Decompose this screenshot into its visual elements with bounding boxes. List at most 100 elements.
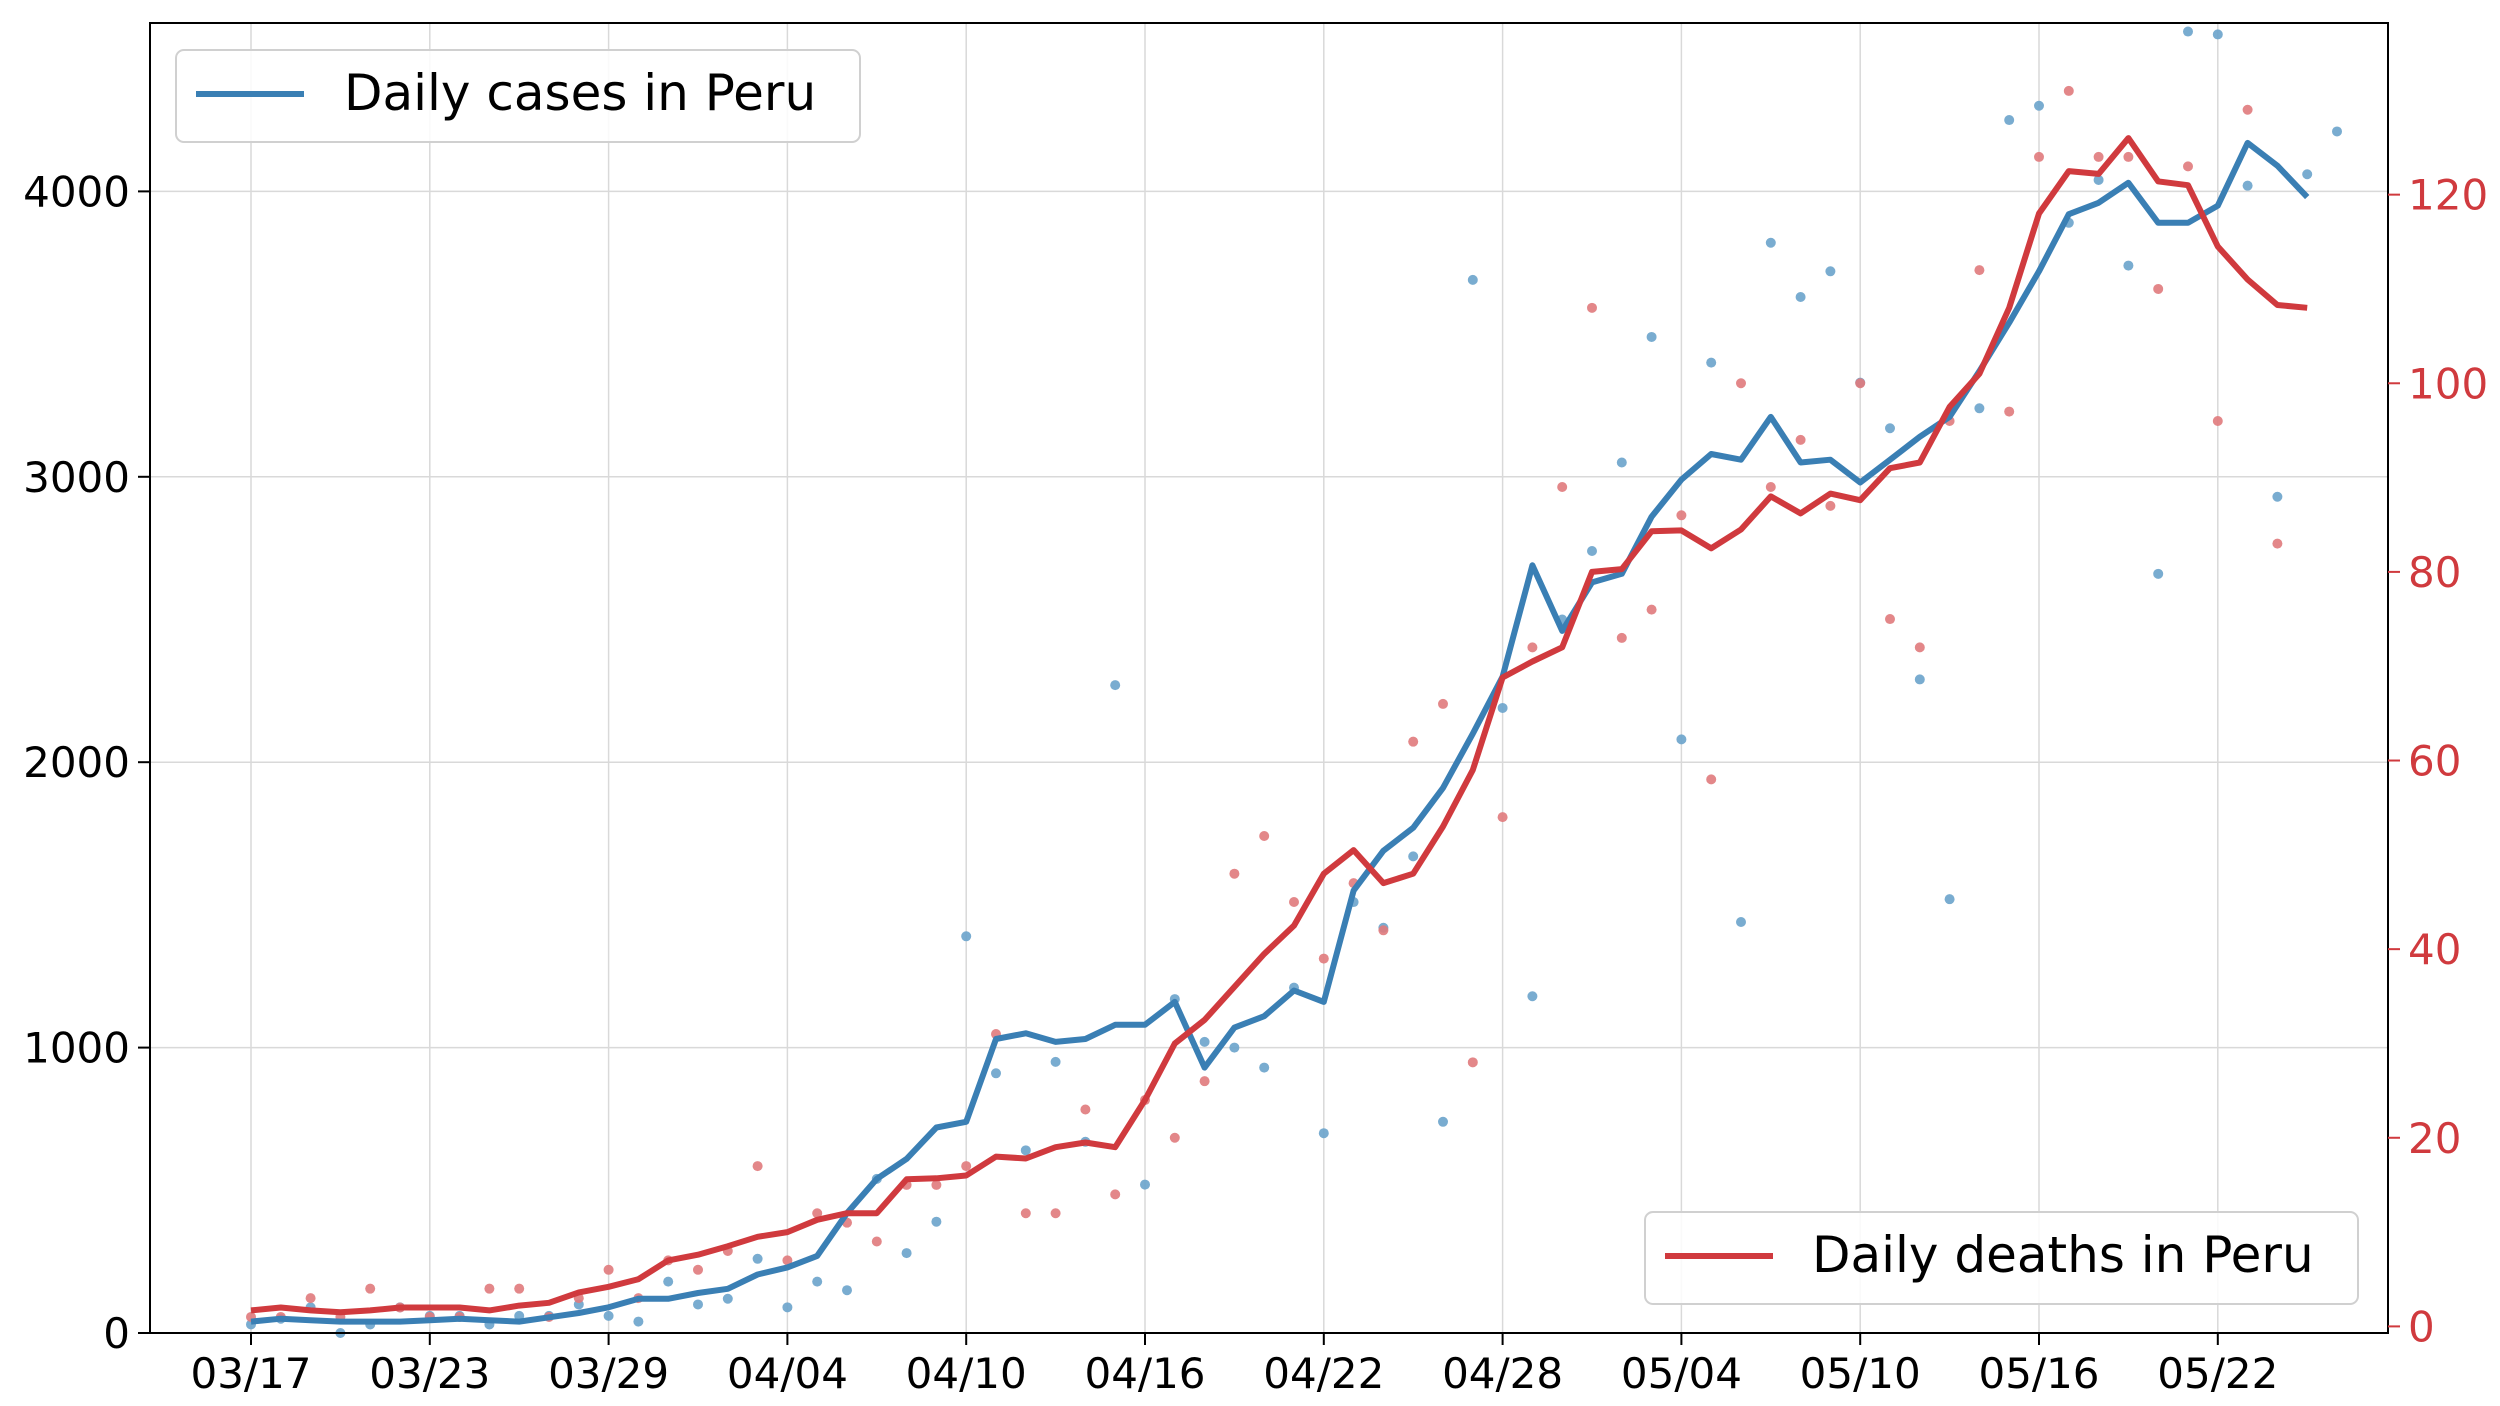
death-point	[484, 1283, 495, 1294]
y-right-tick-label: 80	[2408, 548, 2461, 597]
death-point	[1855, 378, 1866, 389]
x-tick-label: 04/04	[727, 1349, 848, 1398]
death-point	[1497, 812, 1508, 823]
death-point	[1050, 1208, 1061, 1219]
case-point	[1497, 702, 1508, 713]
case-point	[2034, 100, 2044, 111]
death-point	[1259, 830, 1270, 841]
death-point	[1736, 378, 1746, 389]
case-point	[2242, 180, 2253, 191]
death-point	[752, 1161, 763, 1172]
case-point	[1974, 403, 1985, 414]
death-point	[1199, 1076, 1210, 1087]
case-point	[1706, 357, 1717, 368]
death-point	[2212, 415, 2223, 426]
death-point	[365, 1283, 376, 1294]
case-point	[1944, 894, 1955, 905]
death-point	[812, 1208, 823, 1219]
death-point	[1378, 925, 1389, 936]
x-tick-label: 05/16	[1978, 1349, 2099, 1398]
case-point	[782, 1302, 793, 1313]
death-point	[1706, 774, 1717, 785]
y-right-tick-label: 120	[2408, 171, 2488, 220]
case-point	[2332, 126, 2342, 137]
death-point	[1408, 736, 1419, 747]
case-point	[752, 1253, 763, 1264]
death-point	[1676, 510, 1687, 521]
death-point	[2034, 151, 2044, 162]
death-point	[931, 1179, 942, 1190]
case-point	[2093, 174, 2104, 185]
x-tick-label: 04/22	[1263, 1349, 1384, 1398]
case-point	[1616, 457, 1627, 468]
case-point	[1467, 274, 1478, 285]
case-point	[991, 1068, 1001, 1079]
death-point	[2093, 151, 2104, 162]
case-point	[1318, 1128, 1329, 1139]
x-tick-label: 05/22	[2157, 1349, 2278, 1398]
case-point	[1646, 331, 1657, 342]
x-tick-label: 05/10	[1800, 1349, 1921, 1398]
case-point	[1229, 1042, 1240, 1053]
case-point	[693, 1299, 703, 1310]
death-point	[1110, 1189, 1121, 1200]
x-tick-label: 05/04	[1621, 1349, 1742, 1398]
death-point	[1616, 632, 1627, 643]
death-point	[1914, 642, 1925, 653]
legend-cases-box	[175, 49, 861, 143]
death-point	[1318, 953, 1329, 964]
x-axis: 03/17 03/23 03/29 04/04 04/10 04/16 04/22 04/28…	[190, 1333, 2278, 1398]
case-point	[931, 1216, 942, 1227]
death-point	[603, 1264, 614, 1275]
deaths-line	[250, 135, 2308, 1316]
death-point	[782, 1255, 793, 1266]
case-point	[1438, 1116, 1448, 1127]
death-point	[1527, 642, 1538, 653]
death-point	[2153, 283, 2164, 294]
death-point	[1825, 500, 1836, 511]
death-point	[1169, 1132, 1180, 1143]
death-point	[1587, 302, 1597, 313]
case-point	[1140, 1179, 1150, 1190]
y-right-tick-label: 0	[2408, 1302, 2435, 1351]
death-point	[1020, 1208, 1031, 1219]
death-point	[1885, 614, 1895, 625]
case-point	[2183, 26, 2193, 37]
case-point	[2302, 169, 2313, 180]
case-point	[961, 931, 972, 942]
death-point	[1646, 604, 1657, 615]
y-left-tick-label: 3000	[23, 453, 130, 502]
case-point	[1914, 674, 1925, 685]
x-tick-label: 03/29	[548, 1349, 669, 1398]
x-tick-label: 04/10	[906, 1349, 1027, 1398]
x-tick-label: 04/16	[1084, 1349, 1205, 1398]
death-point	[961, 1161, 972, 1172]
death-point	[2183, 161, 2193, 172]
case-point	[901, 1248, 912, 1259]
case-point	[1736, 917, 1746, 928]
death-point	[1765, 482, 1776, 493]
death-point	[1229, 868, 1240, 879]
case-point	[1527, 991, 1538, 1002]
legend-cases-label: Daily cases in Peru	[344, 64, 816, 122]
case-point	[1765, 237, 1776, 248]
case-point	[842, 1285, 852, 1296]
death-point	[305, 1293, 316, 1304]
case-point	[603, 1310, 614, 1321]
case-point	[2272, 491, 2283, 502]
case-point	[722, 1293, 733, 1304]
y-right-tick-label: 100	[2408, 359, 2488, 408]
death-point	[1795, 434, 1806, 445]
death-point	[1557, 482, 1568, 493]
death-point	[871, 1236, 882, 1247]
death-point	[2242, 104, 2253, 115]
y-right-tick-label: 20	[2408, 1114, 2461, 1163]
case-point	[1408, 851, 1419, 862]
death-point	[1974, 265, 1985, 276]
x-tick-label: 04/28	[1442, 1349, 1563, 1398]
y-left-tick-label: 0	[103, 1309, 130, 1358]
case-point	[1825, 266, 1836, 277]
case-point	[1199, 1036, 1210, 1047]
